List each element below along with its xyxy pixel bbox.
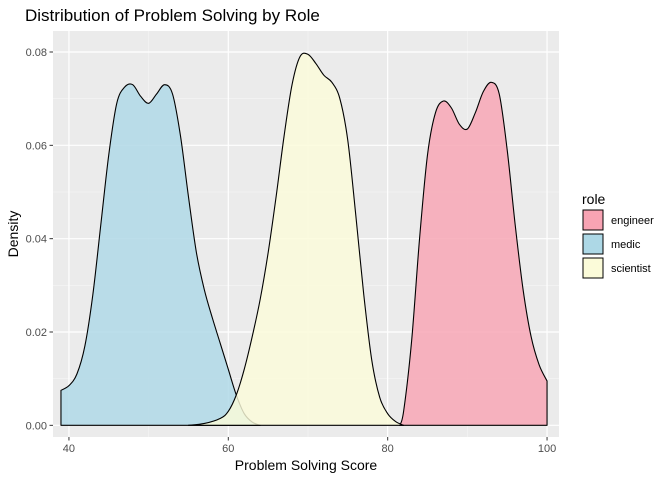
x-axis-title: Problem Solving Score (235, 457, 378, 473)
legend-label-engineer: engineer (611, 215, 654, 227)
legend: role engineer medic scientist (582, 191, 654, 279)
legend-title: role (582, 191, 606, 207)
x-tick-label: 40 (63, 443, 75, 455)
legend-label-medic: medic (611, 239, 641, 251)
legend-key-scientist (582, 257, 604, 279)
x-tick-label: 100 (538, 443, 556, 455)
density-areas (60, 52, 548, 426)
legend-label-scientist: scientist (611, 263, 651, 275)
legend-key-engineer (582, 209, 604, 231)
chart-title: Distribution of Problem Solving by Role (25, 6, 320, 25)
y-tick-label: 0.02 (26, 327, 47, 339)
x-tick-label: 60 (222, 443, 234, 455)
y-tick-label: 0.08 (26, 47, 47, 59)
y-tick-label: 0.00 (26, 420, 47, 432)
legend-key-medic (582, 233, 604, 255)
y-tick-label: 0.04 (26, 234, 47, 246)
x-tick-label: 80 (382, 443, 394, 455)
density-area-medic (60, 83, 261, 426)
y-tick-label: 0.06 (26, 140, 47, 152)
density-area-engineer (399, 81, 548, 426)
y-axis-title: Density (5, 211, 21, 258)
density-area-scientist (187, 52, 405, 426)
axis-ticks: 40 60 80 100 0.00 0.02 0.04 0.06 0.08 (26, 47, 557, 455)
